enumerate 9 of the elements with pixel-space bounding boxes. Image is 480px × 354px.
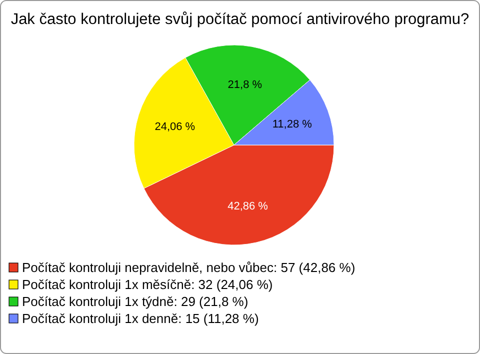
legend-label: Počítač kontroluji 1x denně: 15 (11,28 %) xyxy=(22,311,259,326)
legend-label: Počítač kontroluji 1x týdně: 29 (21,8 %) xyxy=(22,294,248,309)
data-label: 11,28 % xyxy=(272,118,312,130)
data-label: 21,8 % xyxy=(228,78,262,91)
legend-label: Počítač kontroluji nepravidelně, nebo vůbec: 57 (42,86 %) xyxy=(22,260,356,275)
legend-label: Počítač kontroluji 1x měsíčně: 32 (24,06 %) xyxy=(22,277,273,292)
chart-title: Jak často kontrolujete svůj počítač pomocí antivirového programu? xyxy=(10,11,470,28)
data-label: 42,86 % xyxy=(228,200,268,212)
data-label: 24,06 % xyxy=(154,121,196,134)
